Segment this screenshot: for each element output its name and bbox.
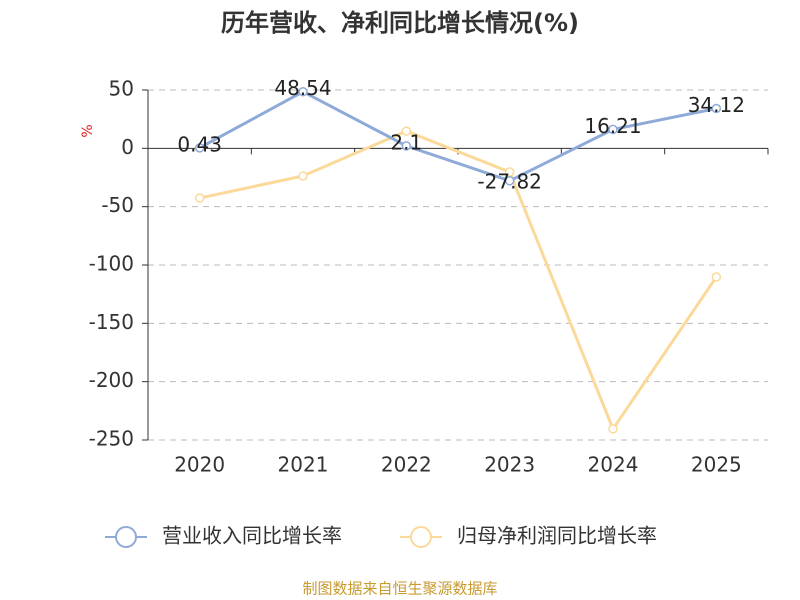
y-tick-label: -100 <box>89 252 134 276</box>
point <box>504 176 515 186</box>
legend-label: 营业收入同比增长率 <box>162 524 342 548</box>
y-axis-label: % <box>80 124 96 137</box>
point <box>298 171 308 181</box>
point <box>194 143 205 153</box>
point <box>298 86 308 97</box>
y-tick-label: -200 <box>89 368 134 392</box>
legend-label: 归母净利润同比增长率 <box>457 524 657 548</box>
y-tick-label: -50 <box>101 193 134 217</box>
point <box>711 272 722 282</box>
data-label: -27.82 <box>477 169 541 193</box>
point <box>504 167 515 177</box>
x-tick-label: 2023 <box>484 453 535 477</box>
series-line <box>199 129 718 433</box>
x-tick-label: 2025 <box>691 453 742 477</box>
x-tick-label: 2020 <box>174 453 225 477</box>
point <box>711 103 722 114</box>
data-label: 0.43 <box>177 132 222 156</box>
x-tick-label: 2022 <box>381 453 432 477</box>
data-label: 48.54 <box>274 76 331 100</box>
series-line <box>198 90 717 183</box>
source-note: 制图数据来自恒生聚源数据库 <box>302 580 497 598</box>
point <box>194 193 205 203</box>
data-label: 16.21 <box>584 114 641 138</box>
legend-marker <box>115 526 137 548</box>
point <box>608 424 618 434</box>
point <box>401 126 412 136</box>
data-label: 2.1 <box>390 130 422 154</box>
y-tick-label: -150 <box>89 310 134 334</box>
data-label: 34.12 <box>688 93 745 117</box>
point <box>608 124 618 135</box>
x-tick-label: 2021 <box>278 453 329 477</box>
point <box>401 141 412 151</box>
legend-marker <box>410 526 432 548</box>
y-tick-label: 0 <box>121 135 134 159</box>
chart-title: 历年营收、净利同比增长情况(%) <box>221 9 579 37</box>
y-tick-label: -250 <box>89 427 134 451</box>
x-tick-label: 2024 <box>588 453 639 477</box>
y-tick-label: 50 <box>109 77 134 101</box>
